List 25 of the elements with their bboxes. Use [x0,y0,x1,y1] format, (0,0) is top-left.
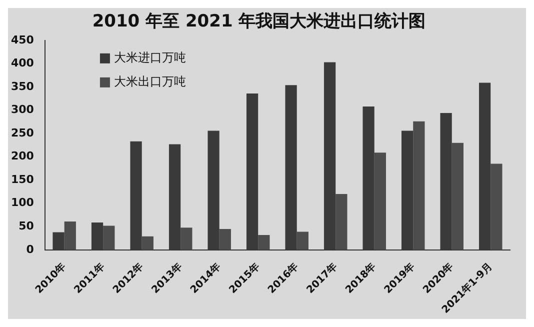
bar [64,222,76,250]
y-tick-label: 100 [10,196,34,210]
bar [142,236,154,250]
bar [258,235,270,250]
bar [490,164,502,250]
bar [296,232,308,250]
y-tick-label: 50 [18,219,34,232]
y-tick-label: 150 [10,172,34,186]
y-tick-label: 200 [10,150,34,163]
bar [336,194,348,250]
bar [413,121,425,250]
y-tick-label: 0 [26,242,34,256]
y-tick-label: 350 [10,80,34,93]
legend-label: 大米进口万吨 [114,50,186,65]
chart-title: 2010 年至 2021 年我国大米进出口统计图 [92,12,426,32]
y-tick-label: 450 [10,33,34,46]
bar [374,152,386,250]
bar [180,228,192,250]
legend-label: 大米出口万吨 [114,74,186,89]
y-tick-label: 400 [10,56,34,70]
y-tick-label: 250 [10,126,34,140]
bar [219,228,231,250]
bar [452,142,464,250]
bar [103,226,115,250]
y-tick-label: 300 [10,103,34,116]
